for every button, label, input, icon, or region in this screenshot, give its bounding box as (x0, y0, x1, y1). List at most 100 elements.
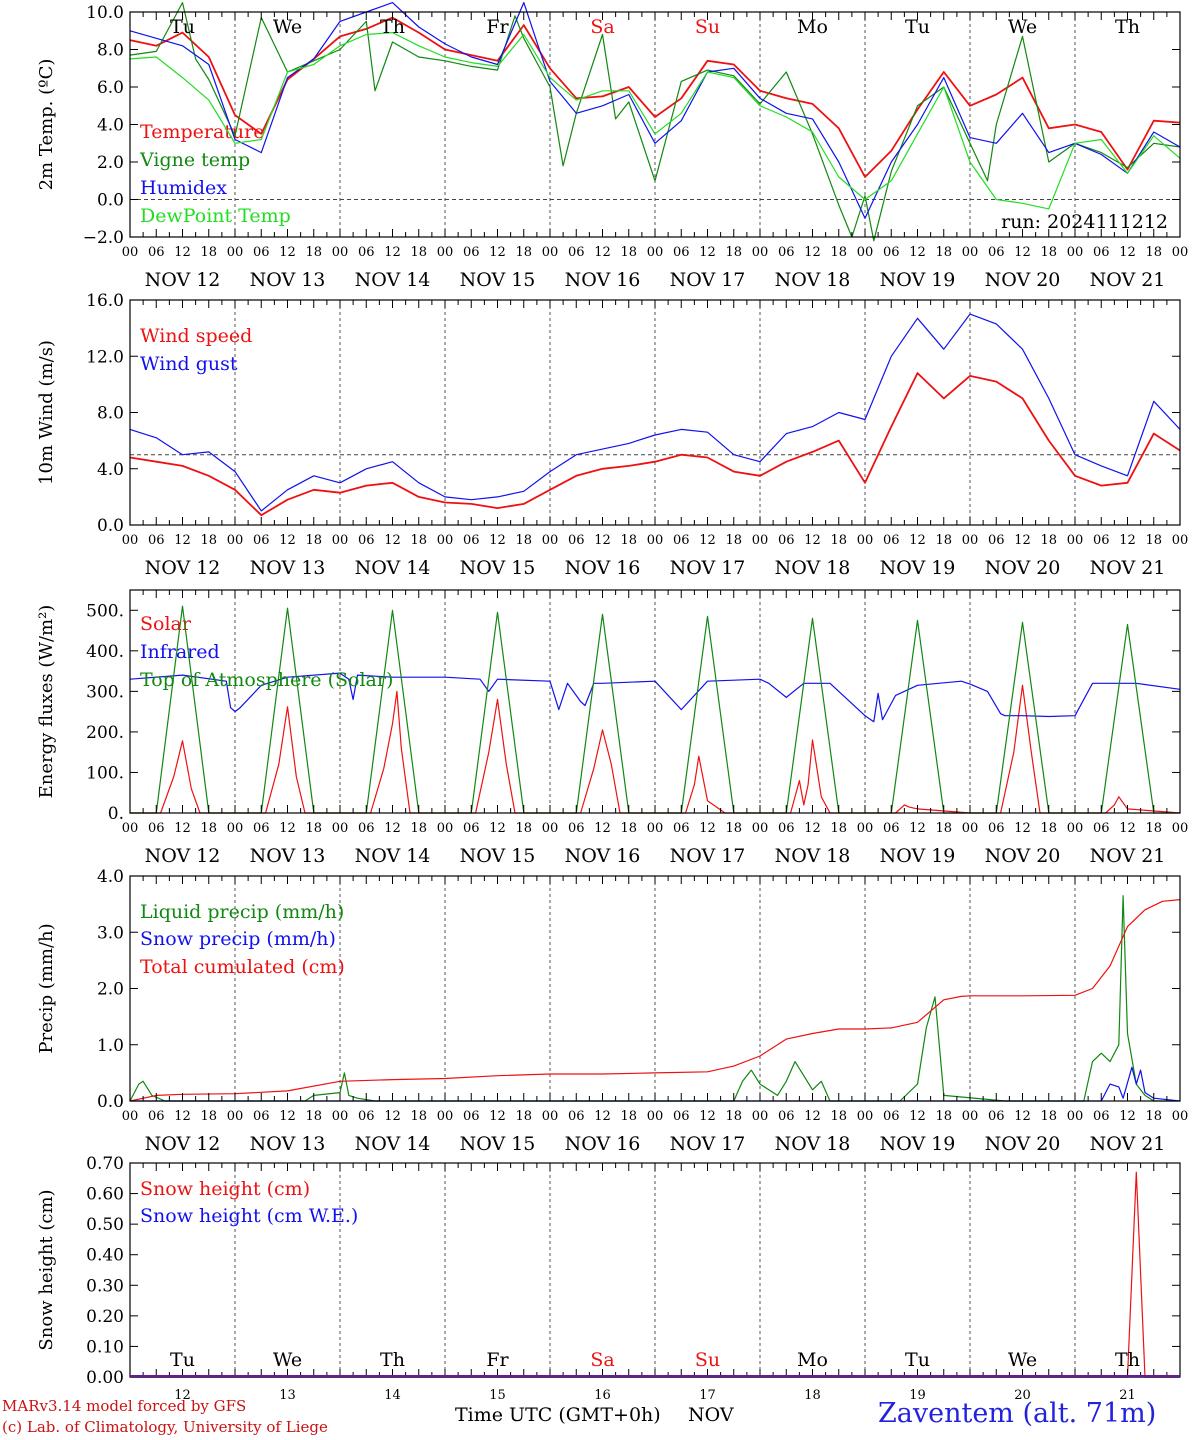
hour-tick-label: 00 (752, 1109, 769, 1124)
legend-entry: Solar (140, 613, 192, 635)
date-label: NOV 20 (985, 557, 1061, 579)
y-tick-label: 10.0 (86, 3, 124, 23)
hour-tick-label: 12 (1014, 533, 1031, 548)
hour-tick-label: 18 (410, 1109, 427, 1124)
hour-tick-label: 00 (1172, 1109, 1189, 1124)
date-label: NOV 21 (1090, 557, 1166, 579)
y-tick-label: 2.0 (97, 980, 124, 1000)
weekday-label: Fr (486, 1349, 509, 1371)
date-label: NOV 21 (1090, 845, 1166, 867)
credit-line-1: MARv3.14 model forced by GFS (2, 1397, 247, 1415)
hour-tick-label: 06 (1093, 245, 1110, 260)
date-label: NOV 14 (355, 557, 431, 579)
hour-tick-label: 00 (1172, 533, 1189, 548)
hour-tick-label: 12 (174, 1109, 191, 1124)
date-label: NOV 18 (775, 557, 851, 579)
legend-entry: Vigne temp (139, 149, 250, 171)
series-line-Wind speed (129, 372, 1181, 517)
date-label: NOV 14 (355, 1133, 431, 1155)
hour-tick-label: 12 (1119, 1109, 1136, 1124)
hour-tick-label: 06 (883, 533, 900, 548)
day-number-label: 21 (1119, 1388, 1136, 1403)
hour-tick-label: 18 (830, 245, 847, 260)
series-line-Infrared (129, 672, 1181, 723)
hour-tick-label: 06 (1093, 821, 1110, 836)
month-label: NOV (688, 1404, 734, 1426)
hour-tick-label: 06 (463, 533, 480, 548)
hour-tick-label: 18 (1040, 245, 1057, 260)
date-label: NOV 13 (250, 557, 326, 579)
hour-tick-label: 06 (778, 821, 795, 836)
weekday-label: Th (380, 1349, 405, 1371)
hour-tick-label: 12 (699, 1109, 716, 1124)
y-tick-label: 300. (86, 682, 124, 702)
y-tick-label: 4.0 (97, 867, 124, 887)
hour-tick-label: 12 (279, 821, 296, 836)
hour-tick-label: 06 (463, 1109, 480, 1124)
hour-tick-label: 06 (568, 1109, 585, 1124)
date-label: NOV 13 (250, 1133, 326, 1155)
hour-tick-label: 12 (384, 1109, 401, 1124)
hour-tick-label: 06 (253, 245, 270, 260)
hour-tick-label: 00 (227, 821, 244, 836)
hour-tick-label: 00 (122, 245, 139, 260)
hour-tick-label: 18 (410, 533, 427, 548)
y-tick-label: 0.30 (86, 1276, 124, 1296)
y-tick-label: 0.40 (86, 1246, 124, 1266)
hour-tick-label: 18 (620, 245, 637, 260)
hour-tick-label: 12 (909, 245, 926, 260)
hour-tick-label: 06 (1093, 1109, 1110, 1124)
hour-tick-label: 12 (594, 245, 611, 260)
date-label: NOV 20 (985, 1133, 1061, 1155)
y-tick-label: 16.0 (86, 291, 124, 311)
date-label: NOV 15 (460, 557, 536, 579)
hour-tick-label: 06 (253, 533, 270, 548)
day-number-label: 16 (594, 1388, 611, 1403)
hour-tick-label: 00 (332, 245, 349, 260)
hour-tick-label: 12 (804, 533, 821, 548)
y-tick-label: 1.0 (97, 1036, 124, 1056)
weekday-label: Th (1115, 1349, 1140, 1371)
legend-entry: Total cumulated (cm) (140, 956, 345, 978)
date-label: NOV 12 (145, 845, 221, 867)
hour-tick-label: 00 (332, 533, 349, 548)
y-tick-label: 3.0 (97, 923, 124, 943)
y-tick-label: 0.10 (86, 1337, 124, 1357)
hour-tick-label: 12 (699, 245, 716, 260)
y-tick-label: 8.0 (97, 41, 124, 61)
hour-tick-label: 06 (988, 1109, 1005, 1124)
hour-tick-label: 12 (594, 1109, 611, 1124)
date-label: NOV 17 (670, 557, 746, 579)
legend-entry: Liquid precip (mm/h) (140, 901, 344, 923)
hour-tick-label: 00 (647, 1109, 664, 1124)
hour-tick-label: 06 (358, 245, 375, 260)
hour-tick-label: 18 (620, 533, 637, 548)
date-label: NOV 19 (880, 557, 956, 579)
day-number-label: 18 (804, 1388, 821, 1403)
hour-tick-label: 12 (384, 245, 401, 260)
y-tick-label: 0.0 (97, 191, 124, 211)
date-label: NOV 17 (670, 269, 746, 291)
hour-tick-label: 00 (857, 1109, 874, 1124)
date-label: NOV 17 (670, 845, 746, 867)
y-axis-title: 2m Temp. (ºC) (36, 59, 57, 191)
hour-tick-label: 00 (647, 821, 664, 836)
hour-tick-label: 12 (594, 533, 611, 548)
hour-tick-label: 00 (962, 533, 979, 548)
date-label: NOV 12 (145, 269, 221, 291)
hour-tick-label: 18 (515, 821, 532, 836)
hour-tick-label: 18 (725, 245, 742, 260)
hour-tick-label: 18 (515, 245, 532, 260)
hour-tick-label: 12 (174, 533, 191, 548)
hour-tick-label: 00 (1172, 245, 1189, 260)
hour-tick-label: 18 (1040, 1109, 1057, 1124)
hour-tick-label: 18 (830, 1109, 847, 1124)
date-label: NOV 19 (880, 845, 956, 867)
plot-frame (129, 299, 1181, 526)
date-label: NOV 21 (1090, 1133, 1166, 1155)
hour-tick-label: 18 (830, 533, 847, 548)
hour-tick-label: 06 (673, 245, 690, 260)
hour-tick-label: 00 (227, 245, 244, 260)
hour-tick-label: 12 (174, 245, 191, 260)
hour-tick-label: 12 (1119, 533, 1136, 548)
